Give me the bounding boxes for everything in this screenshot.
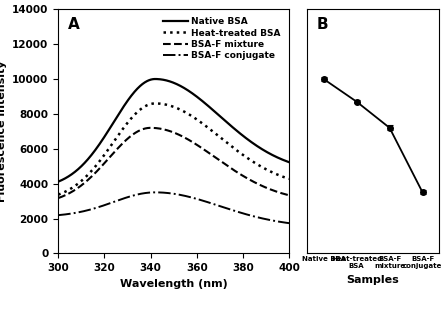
Heat-treated BSA bbox=[153, 102, 158, 105]
Heat-treated BSA bbox=[167, 104, 172, 108]
BSA-F mixture bbox=[148, 126, 153, 130]
Line: Heat-treated BSA: Heat-treated BSA bbox=[58, 104, 289, 195]
Native BSA bbox=[181, 86, 186, 90]
Line: BSA-F mixture: BSA-F mixture bbox=[58, 128, 289, 198]
Legend: Native BSA, Heat-treated BSA, BSA-F mixture, BSA-F conjugate: Native BSA, Heat-treated BSA, BSA-F mixt… bbox=[159, 14, 284, 64]
BSA-F mixture bbox=[56, 196, 61, 200]
BSA-F conjugate bbox=[286, 221, 292, 225]
Heat-treated BSA bbox=[281, 175, 287, 179]
X-axis label: Samples: Samples bbox=[347, 275, 400, 285]
Heat-treated BSA bbox=[245, 156, 250, 160]
BSA-F conjugate bbox=[181, 194, 186, 197]
X-axis label: Wavelength (nm): Wavelength (nm) bbox=[120, 279, 228, 289]
BSA-F mixture bbox=[166, 129, 171, 133]
BSA-F conjugate bbox=[167, 191, 172, 195]
BSA-F mixture bbox=[245, 177, 250, 180]
Y-axis label: Fluorescence intensity: Fluorescence intensity bbox=[0, 61, 7, 202]
BSA-F mixture bbox=[281, 192, 287, 196]
BSA-F mixture bbox=[181, 135, 186, 139]
Native BSA bbox=[281, 159, 287, 162]
Heat-treated BSA bbox=[56, 193, 61, 197]
BSA-F conjugate bbox=[153, 191, 158, 194]
Native BSA bbox=[194, 94, 199, 98]
Line: BSA-F conjugate: BSA-F conjugate bbox=[58, 193, 289, 223]
BSA-F mixture bbox=[167, 129, 172, 133]
BSA-F conjugate bbox=[56, 213, 61, 217]
Native BSA bbox=[245, 138, 250, 142]
Heat-treated BSA bbox=[166, 103, 171, 107]
Heat-treated BSA bbox=[286, 177, 292, 181]
BSA-F conjugate bbox=[194, 197, 199, 201]
Native BSA bbox=[286, 160, 292, 164]
BSA-F conjugate bbox=[245, 213, 250, 217]
Native BSA bbox=[166, 79, 171, 83]
BSA-F mixture bbox=[194, 142, 199, 146]
Heat-treated BSA bbox=[194, 117, 199, 121]
BSA-F conjugate bbox=[281, 221, 287, 224]
Native BSA bbox=[153, 77, 158, 81]
Line: Native BSA: Native BSA bbox=[58, 79, 289, 182]
Native BSA bbox=[56, 180, 61, 184]
Native BSA bbox=[167, 79, 172, 83]
Text: A: A bbox=[68, 17, 79, 32]
Heat-treated BSA bbox=[181, 109, 186, 113]
BSA-F conjugate bbox=[166, 191, 171, 195]
Text: B: B bbox=[316, 17, 328, 32]
BSA-F mixture bbox=[286, 193, 292, 197]
